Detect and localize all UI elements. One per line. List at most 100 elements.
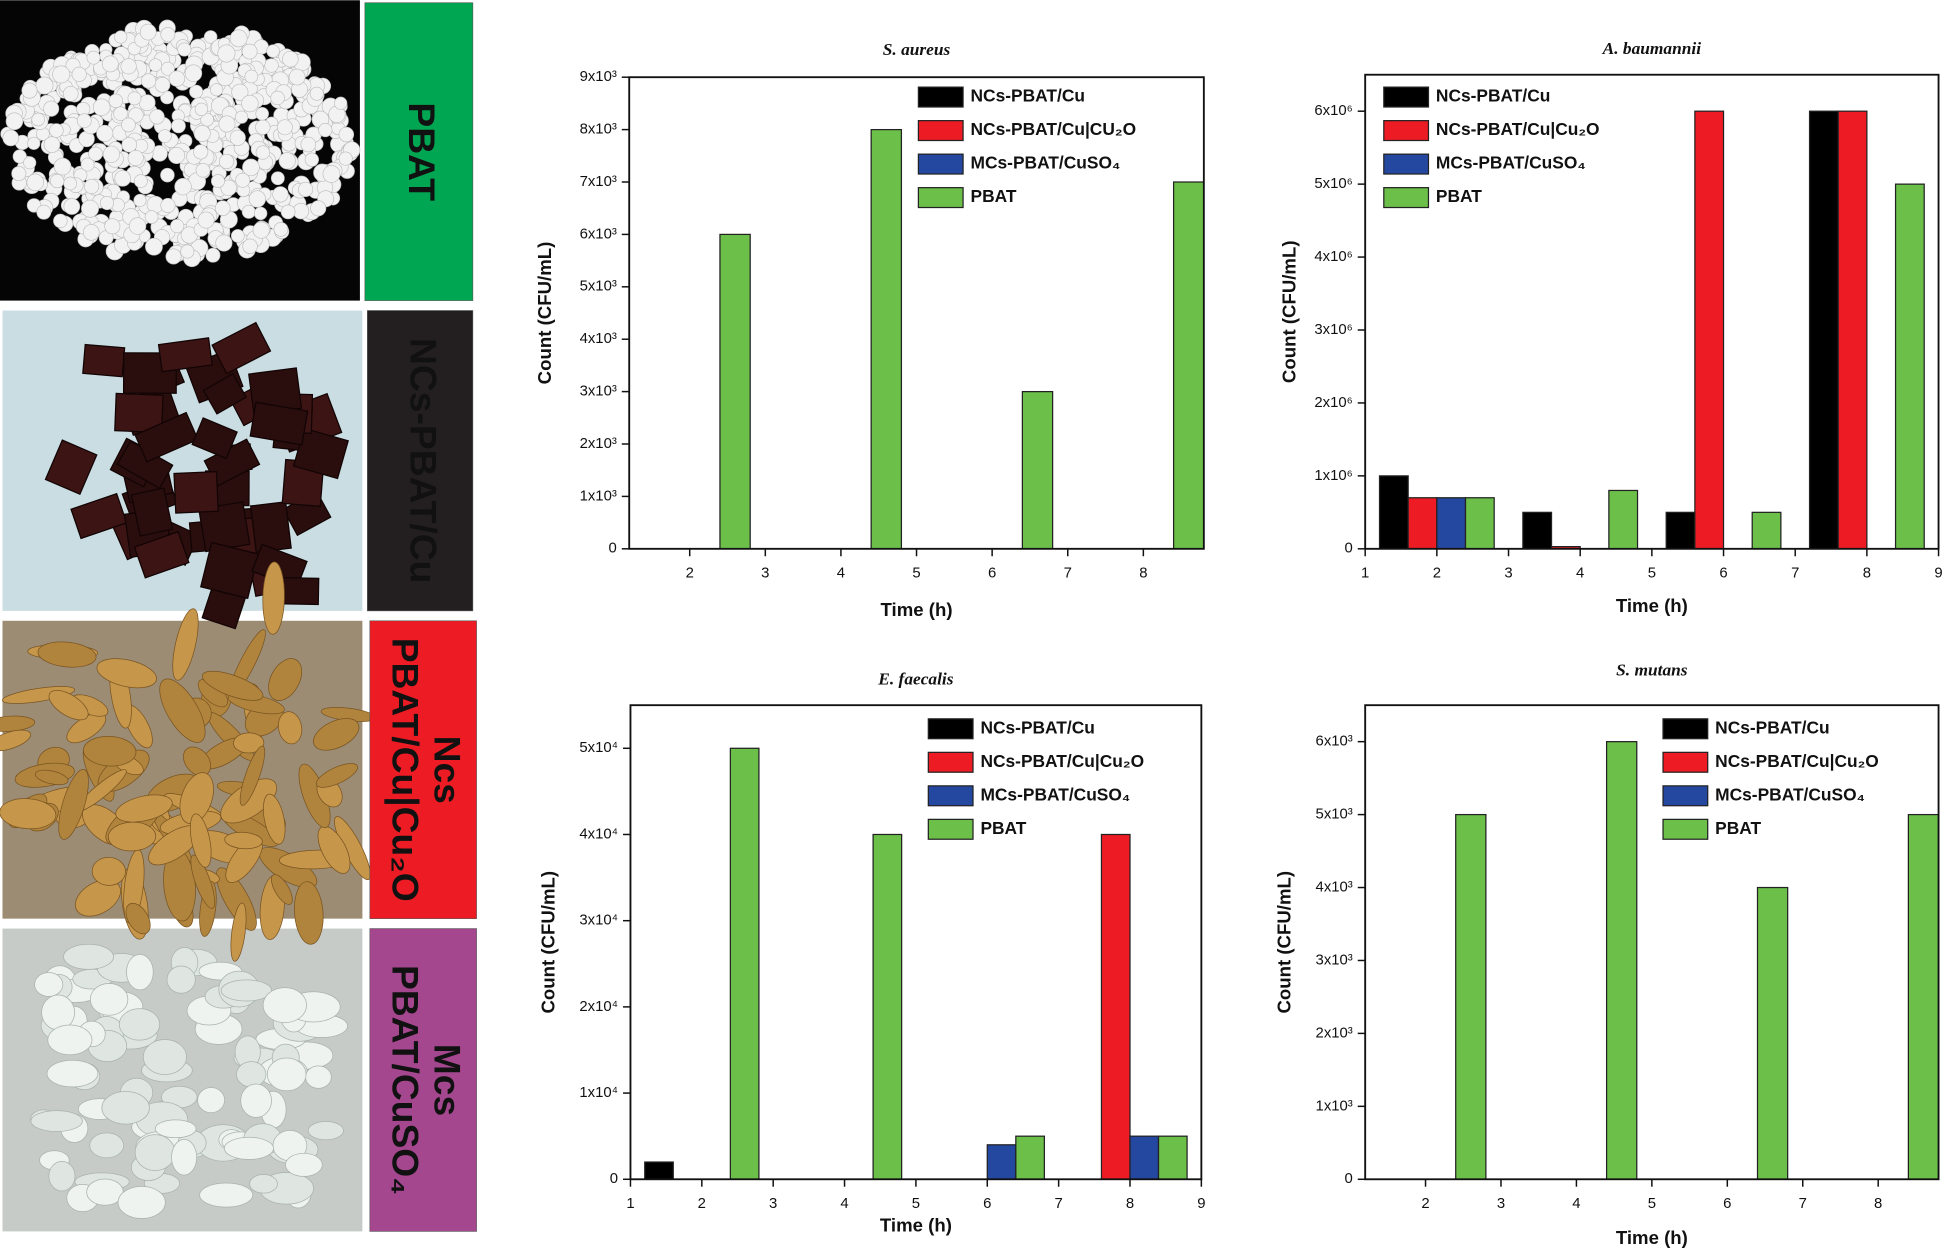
y-tick-label: 1x10³	[580, 488, 617, 504]
label-box	[369, 620, 477, 919]
pellet	[215, 234, 233, 252]
pellet	[244, 69, 259, 84]
flake	[239, 745, 266, 806]
x-axis-label: Time (h)	[1616, 1227, 1688, 1248]
pellet	[149, 109, 165, 125]
plot-frame	[628, 76, 1205, 550]
pellet	[318, 123, 333, 138]
flake	[191, 417, 238, 460]
legend-swatch	[1662, 718, 1709, 740]
pellet	[76, 113, 92, 129]
flake	[82, 343, 126, 378]
pellet	[174, 178, 192, 196]
flake	[44, 439, 98, 496]
pellet	[21, 82, 38, 99]
flake	[125, 902, 151, 935]
y-tick-label: 0	[610, 1171, 618, 1187]
legend-swatch	[1383, 86, 1430, 108]
bar	[1407, 497, 1438, 550]
y-tick-label: 6x10³	[580, 226, 617, 242]
flake	[58, 768, 89, 840]
flake	[34, 769, 69, 786]
pellet	[50, 173, 65, 189]
flake	[294, 881, 324, 945]
photo-label: Mcs	[426, 1044, 468, 1116]
pellet	[121, 117, 136, 133]
y-tick-label: 5x10⁶	[1314, 176, 1352, 192]
y-tick-label: 0	[609, 541, 617, 557]
pellet	[53, 213, 68, 229]
pellet	[133, 193, 147, 207]
legend-label: PBAT	[1715, 818, 1761, 838]
y-tick-label: 2x10³	[1316, 1025, 1353, 1041]
y-tick-label: 6x10⁶	[1314, 103, 1352, 119]
chunk	[262, 987, 307, 1023]
bar	[1100, 833, 1131, 1180]
pellet	[177, 42, 192, 57]
pellet	[36, 204, 52, 220]
x-tick-label: 4	[1572, 1196, 1580, 1212]
flake	[249, 401, 309, 446]
flake	[133, 530, 190, 579]
legend-label: NCs-PBAT/Cu	[971, 86, 1085, 106]
y-tick-label: 4x10⁴	[579, 826, 618, 842]
legend-swatch	[1662, 785, 1709, 807]
chart-title: S. aureus	[883, 40, 951, 59]
legend-swatch	[927, 785, 974, 807]
bar	[986, 1144, 1017, 1180]
bar	[1608, 489, 1639, 550]
chunk	[47, 1024, 93, 1056]
chart: E. faecalis Time (h) Count (CFU/mL) 0 1x10⁴ 2…	[538, 669, 1206, 1235]
bar	[1172, 181, 1205, 550]
legend-label: PBAT	[980, 818, 1026, 838]
chunk	[171, 1138, 198, 1176]
flake	[262, 561, 285, 635]
bar	[1665, 511, 1696, 550]
bar	[1808, 110, 1839, 550]
pellet	[52, 65, 71, 84]
flake	[249, 501, 292, 553]
flake	[270, 874, 293, 905]
pellet	[241, 94, 259, 113]
bar	[1894, 183, 1925, 550]
pellet	[180, 244, 195, 259]
flake	[220, 778, 278, 824]
x-tick-label: 9	[1934, 566, 1942, 582]
pellet	[304, 152, 319, 167]
pellet	[170, 219, 185, 234]
legend-label: NCs-PBAT/Cu	[980, 717, 1094, 737]
chunk	[223, 1136, 274, 1160]
chunk	[199, 1182, 254, 1208]
y-tick-label: 3x10⁴	[579, 913, 618, 929]
flake	[173, 470, 219, 514]
pellet	[12, 149, 27, 164]
chunk	[63, 943, 114, 970]
pellet	[194, 102, 208, 117]
x-tick-label: 6	[1719, 566, 1727, 582]
pellet	[86, 50, 101, 65]
x-tick-label: 6	[988, 566, 996, 582]
pellet	[197, 211, 215, 229]
pellet	[35, 76, 54, 95]
y-tick-label: 2x10⁴	[579, 999, 618, 1015]
x-tick-label: 8	[1139, 566, 1147, 582]
y-tick-label: 2x10⁶	[1314, 395, 1352, 411]
flake	[0, 798, 57, 830]
flake	[292, 427, 349, 480]
chunk	[236, 1061, 267, 1088]
chunk	[41, 994, 75, 1031]
pellet	[63, 176, 78, 191]
pellet	[138, 94, 156, 112]
pellet	[104, 218, 121, 235]
chunk	[249, 1174, 278, 1194]
y-tick-label: 0	[1344, 1171, 1352, 1187]
pellet	[160, 61, 175, 76]
pellet	[127, 149, 144, 167]
chunk	[34, 972, 64, 997]
bar	[1756, 886, 1789, 1180]
flake	[115, 794, 173, 823]
chunk	[166, 965, 196, 994]
y-tick-label: 1x10⁴	[579, 1085, 618, 1101]
legend-label: NCs-PBAT/Cu|Cu₂O	[1436, 119, 1600, 139]
